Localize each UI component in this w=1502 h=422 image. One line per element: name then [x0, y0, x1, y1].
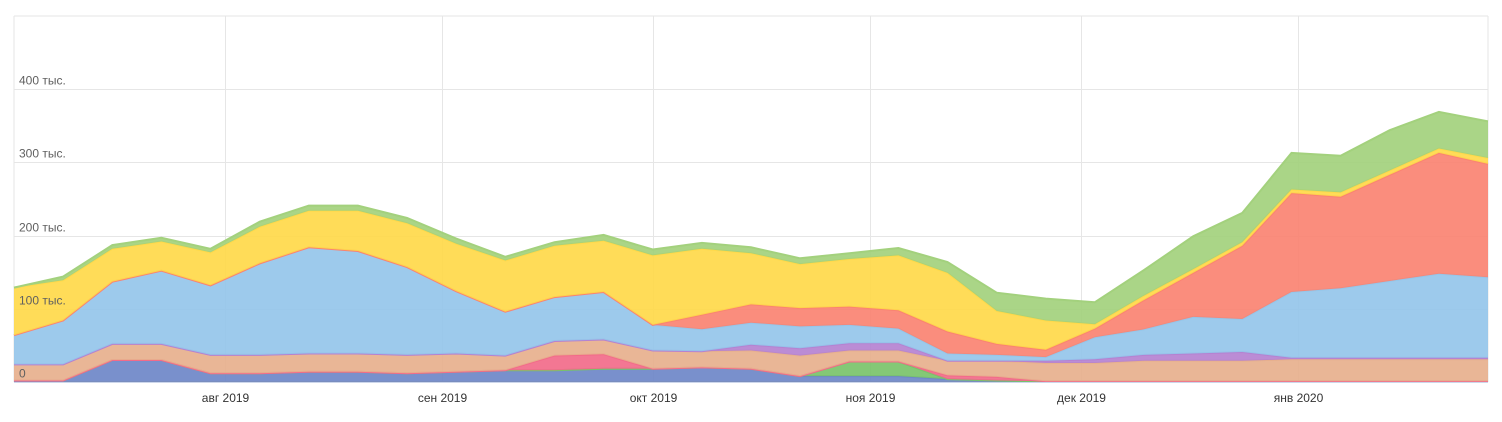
y-tick-label: 200 тыс.	[19, 221, 66, 235]
area-series-5	[14, 339, 1488, 382]
x-tick-label: авг 2019	[202, 391, 250, 405]
x-axis-ticks: авг 2019 сен 2019 окт 2019 ноя 2019 дек 2019…	[202, 391, 1324, 405]
area-series-10-line	[13, 110, 1489, 304]
y-tick-label: 0	[19, 367, 26, 381]
area-series	[13, 110, 1489, 383]
x-tick-label: дек 2019	[1057, 391, 1106, 405]
y-axis-ticks: 0 100 тыс. 200 тыс. 300 тыс. 400 тыс.	[19, 74, 66, 381]
x-tick-label: окт 2019	[630, 391, 678, 405]
area-series-6	[14, 339, 1488, 365]
y-tick-label: 300 тыс.	[19, 147, 66, 161]
area-series-7	[14, 247, 1488, 365]
area-series-8	[14, 152, 1488, 358]
area-series-2	[14, 360, 1488, 382]
y-tick-label: 100 тыс.	[19, 294, 66, 308]
y-tick-label: 400 тыс.	[19, 74, 66, 88]
x-tick-label: сен 2019	[418, 391, 468, 405]
x-tick-label: ноя 2019	[846, 391, 896, 405]
x-tick-label: янв 2020	[1274, 391, 1324, 405]
